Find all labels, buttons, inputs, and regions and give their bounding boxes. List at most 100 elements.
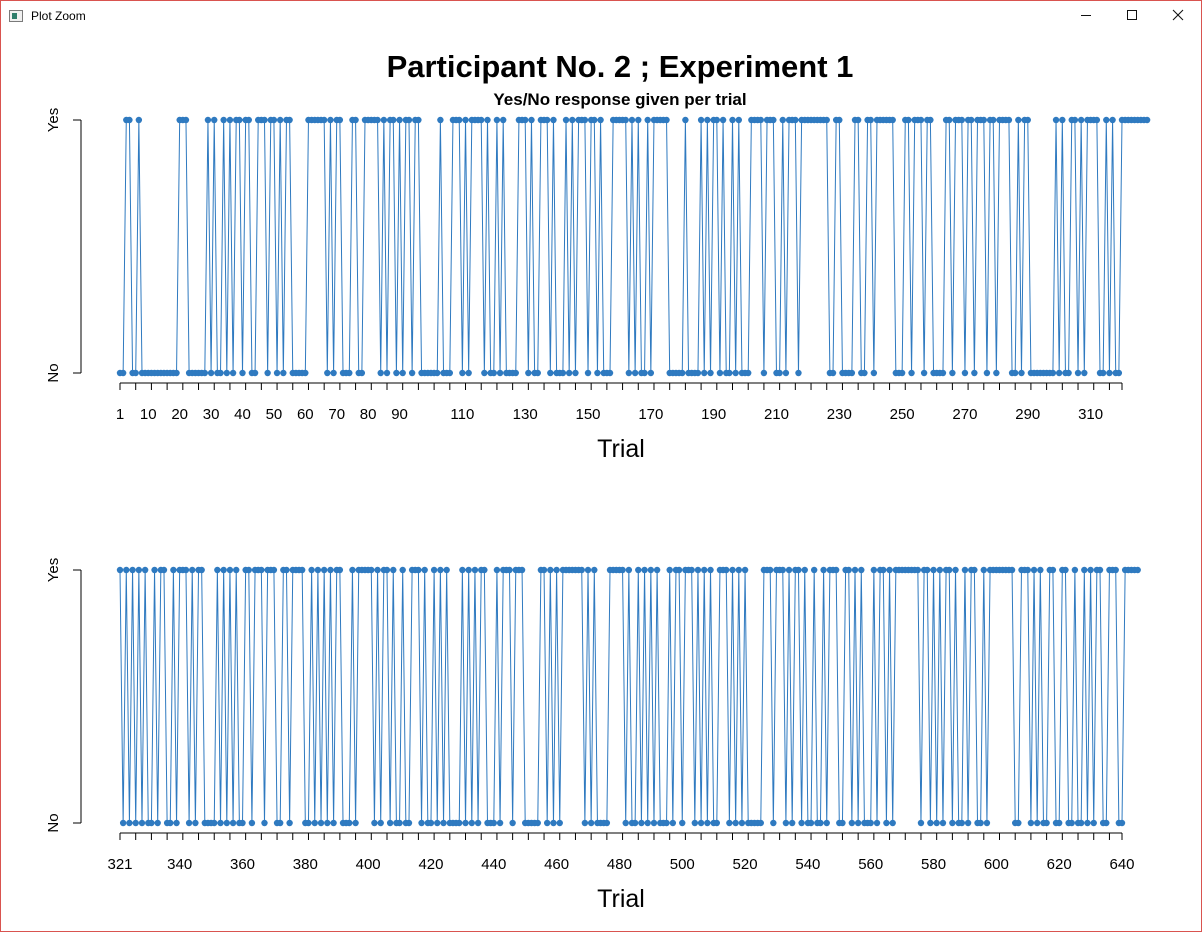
data-point — [682, 116, 689, 124]
data-point — [408, 369, 416, 377]
data-point — [182, 566, 190, 574]
data-point — [547, 369, 554, 377]
data-point — [226, 566, 234, 574]
data-point — [1074, 369, 1082, 377]
data-point — [1118, 819, 1126, 827]
data-point — [958, 819, 966, 827]
data-point — [631, 819, 639, 827]
data-point — [930, 566, 937, 574]
data-point — [795, 369, 802, 377]
y-tick-label: No — [45, 363, 62, 382]
x-tick-label: 340 — [167, 856, 192, 873]
maximize-button[interactable] — [1109, 1, 1155, 31]
data-point — [336, 566, 344, 574]
data-point — [688, 566, 695, 574]
data-point — [782, 819, 790, 827]
data-point — [496, 369, 504, 377]
data-point — [327, 566, 334, 574]
data-point — [584, 566, 592, 574]
data-point — [126, 819, 133, 827]
data-point — [851, 566, 859, 574]
data-point — [352, 819, 359, 827]
data-point — [490, 819, 497, 827]
data-point — [883, 819, 890, 827]
data-point — [971, 566, 978, 574]
window-titlebar[interactable]: Plot Zoom — [1, 1, 1201, 31]
data-point — [437, 566, 444, 574]
data-point — [506, 566, 513, 574]
data-point — [738, 819, 746, 827]
data-point — [889, 819, 896, 827]
data-point — [525, 369, 532, 377]
data-point — [898, 369, 906, 377]
data-point — [211, 116, 218, 124]
data-point — [427, 819, 435, 827]
maximize-icon — [1127, 10, 1137, 20]
data-point — [971, 369, 978, 377]
data-point — [1109, 116, 1116, 124]
data-point — [132, 369, 139, 377]
data-point — [119, 369, 127, 377]
data-point — [217, 369, 224, 377]
data-point — [192, 819, 199, 827]
data-point — [478, 116, 485, 124]
data-point — [594, 369, 601, 377]
data-point — [867, 116, 874, 124]
data-point — [434, 819, 441, 827]
data-point — [779, 566, 786, 574]
data-point — [914, 566, 922, 574]
x-tick-label: 640 — [1109, 856, 1134, 873]
data-point — [1049, 566, 1057, 574]
y-tick-label: No — [45, 813, 62, 832]
data-point — [961, 369, 969, 377]
data-point — [119, 819, 127, 827]
x-tick-label: 1 — [116, 406, 124, 423]
x-tick-label: 600 — [984, 856, 1009, 873]
data-point — [330, 369, 337, 377]
data-point — [405, 116, 413, 124]
x-tick-label: 250 — [890, 406, 915, 423]
data-point — [434, 369, 441, 377]
data-point — [716, 369, 724, 377]
data-point — [647, 566, 655, 574]
data-point — [500, 116, 507, 124]
data-point — [167, 819, 174, 827]
data-point — [182, 116, 190, 124]
data-point — [327, 116, 334, 124]
data-point — [980, 566, 987, 574]
data-point — [854, 116, 862, 124]
minimize-button[interactable] — [1063, 1, 1109, 31]
data-point — [173, 819, 180, 827]
data-point — [223, 819, 230, 827]
data-point — [138, 819, 146, 827]
data-point — [556, 819, 563, 827]
data-point — [377, 369, 384, 377]
data-point — [977, 819, 984, 827]
close-button[interactable] — [1155, 1, 1201, 31]
data-point — [264, 369, 271, 377]
data-point — [270, 566, 278, 574]
series-line — [119, 569, 1138, 824]
data-point — [1018, 369, 1025, 377]
data-point — [713, 819, 720, 827]
data-point — [154, 819, 161, 827]
data-point — [1068, 819, 1075, 827]
data-point — [393, 369, 400, 377]
data-point — [638, 819, 645, 827]
data-point — [148, 819, 155, 827]
data-point — [211, 819, 218, 827]
data-point — [704, 819, 711, 827]
data-point — [723, 566, 730, 574]
data-point — [587, 819, 595, 827]
data-point — [324, 369, 331, 377]
data-point — [1071, 116, 1079, 124]
data-point — [572, 369, 579, 377]
data-point — [543, 819, 551, 827]
x-axis-label: Trial — [597, 885, 645, 913]
data-point — [317, 819, 325, 827]
x-tick-label: 230 — [827, 406, 852, 423]
x-tick-label: 440 — [481, 856, 506, 873]
data-point — [550, 819, 557, 827]
data-point — [829, 369, 837, 377]
data-point — [185, 819, 193, 827]
